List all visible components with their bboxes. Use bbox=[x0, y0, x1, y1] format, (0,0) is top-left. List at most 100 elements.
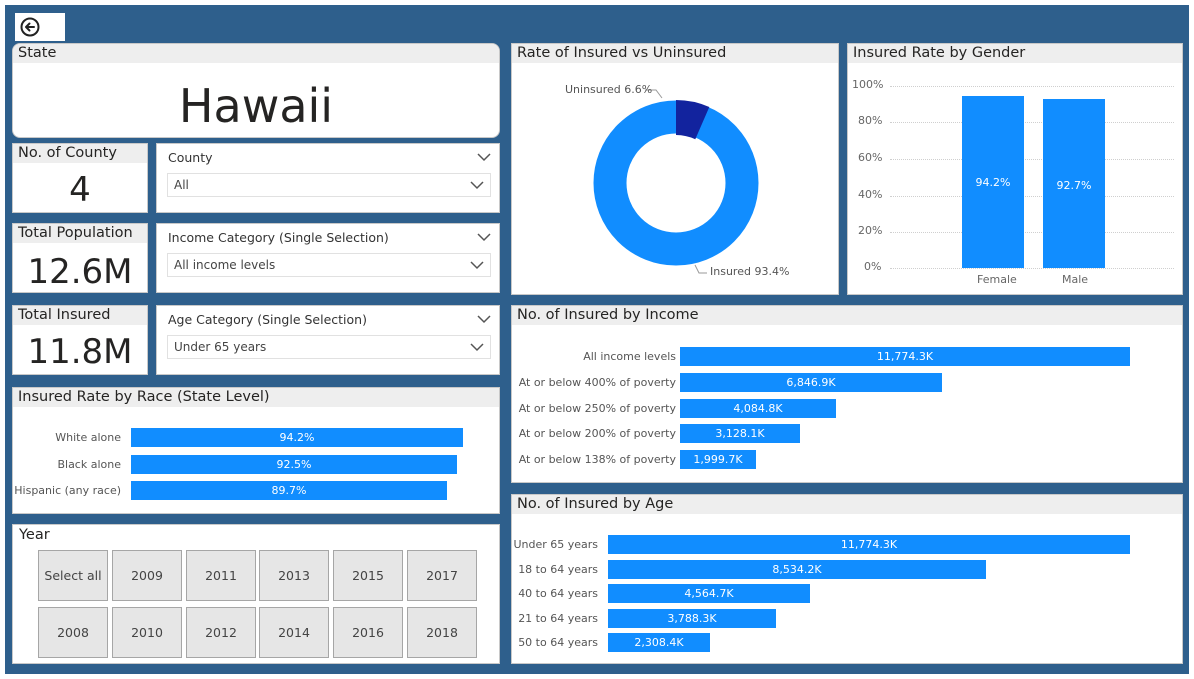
chevron-down-icon[interactable] bbox=[477, 314, 491, 324]
gridline bbox=[890, 122, 1174, 123]
income-bar[interactable]: 6,846.9K bbox=[680, 373, 942, 392]
race-bar[interactable]: 89.7% bbox=[131, 481, 447, 500]
total-insured-title: Total Insured bbox=[13, 306, 147, 325]
income-bar[interactable]: 1,999.7K bbox=[680, 450, 756, 469]
year-option[interactable]: 2012 bbox=[186, 607, 256, 658]
year-option[interactable]: 2016 bbox=[333, 607, 403, 658]
year-option[interactable]: 2017 bbox=[407, 550, 477, 601]
age-bar[interactable]: 3,788.3K bbox=[608, 609, 776, 628]
year-option[interactable]: 2018 bbox=[407, 607, 477, 658]
county-count-card: No. of County 4 bbox=[12, 143, 148, 213]
age-chart: No. of Insured by Age Under 65 years 11,… bbox=[511, 494, 1183, 664]
total-insured-card: Total Insured 11.8M bbox=[12, 305, 148, 375]
income-chart-title: No. of Insured by Income bbox=[512, 306, 1182, 325]
county-slicer-title: County bbox=[168, 149, 213, 165]
age-slicer-title: Age Category (Single Selection) bbox=[168, 311, 367, 327]
year-option[interactable]: 2010 bbox=[112, 607, 182, 658]
chevron-down-icon bbox=[470, 261, 484, 270]
y-tick-label: 100% bbox=[852, 78, 884, 91]
insured-data-label: Insured 93.4% bbox=[710, 265, 790, 278]
x-tick-label: Male bbox=[1062, 273, 1089, 286]
race-label: Black alone bbox=[57, 458, 121, 471]
y-tick-label: 80% bbox=[858, 114, 883, 127]
gender-bar-value-label: 92.7% bbox=[1056, 179, 1092, 192]
gender-chart-title: Insured Rate by Gender bbox=[848, 44, 1182, 63]
insured-leader-line bbox=[694, 264, 707, 274]
age-dropdown[interactable]: Under 65 years bbox=[167, 335, 491, 359]
race-bar[interactable]: 94.2% bbox=[131, 428, 463, 447]
race-chart-title: Insured Rate by Race (State Level) bbox=[13, 388, 499, 407]
gender-bar-male[interactable]: 92.7% bbox=[1043, 99, 1105, 268]
chevron-down-icon bbox=[470, 181, 484, 190]
year-select-all[interactable]: Select all bbox=[38, 550, 108, 601]
total-population-value: 12.6M bbox=[27, 252, 133, 292]
income-label: All income levels bbox=[583, 350, 676, 363]
gridline bbox=[890, 86, 1174, 87]
income-chart: No. of Insured by Income All income leve… bbox=[511, 305, 1183, 483]
y-tick-label: 20% bbox=[858, 224, 883, 237]
income-bar[interactable]: 3,128.1K bbox=[680, 424, 800, 443]
state-value: Hawaii bbox=[178, 79, 334, 133]
chevron-down-icon[interactable] bbox=[477, 232, 491, 242]
total-population-title: Total Population bbox=[13, 224, 147, 243]
total-insured-value: 11.8M bbox=[27, 332, 133, 372]
gridline bbox=[890, 268, 1174, 269]
year-option[interactable]: 2014 bbox=[259, 607, 329, 658]
donut-chart: Rate of Insured vs Uninsured Uninsured 6… bbox=[511, 43, 839, 295]
y-tick-label: 60% bbox=[858, 151, 883, 164]
donut-plot bbox=[593, 89, 759, 274]
age-label: 40 to 64 years bbox=[518, 587, 598, 600]
gridline bbox=[890, 159, 1174, 160]
uninsured-leader-line bbox=[645, 89, 663, 99]
county-count-value: 4 bbox=[69, 170, 91, 210]
year-slicer: Year Select all 2009 2011 2013 2015 2017… bbox=[12, 524, 500, 664]
year-option[interactable]: 2008 bbox=[38, 607, 108, 658]
income-slicer-header[interactable]: Income Category (Single Selection) bbox=[157, 226, 499, 248]
income-dropdown-value: All income levels bbox=[174, 258, 276, 272]
age-label: 50 to 64 years bbox=[518, 636, 598, 649]
x-tick-label: Female bbox=[977, 273, 1017, 286]
year-option[interactable]: 2015 bbox=[333, 550, 403, 601]
age-bar[interactable]: 2,308.4K bbox=[608, 633, 710, 652]
y-tick-label: 40% bbox=[858, 188, 883, 201]
report-canvas: State Hawaii No. of County 4 Total Popul… bbox=[5, 5, 1189, 674]
back-arrow-icon bbox=[20, 17, 40, 37]
gridline bbox=[890, 232, 1174, 233]
county-slicer-header[interactable]: County bbox=[157, 146, 499, 168]
age-bar[interactable]: 11,774.3K bbox=[608, 535, 1130, 554]
y-tick-label: 0% bbox=[864, 260, 882, 273]
income-dropdown[interactable]: All income levels bbox=[167, 253, 491, 277]
state-card-title: State bbox=[13, 44, 499, 63]
year-option[interactable]: 2009 bbox=[112, 550, 182, 601]
year-option[interactable]: 2011 bbox=[186, 550, 256, 601]
income-label: At or below 250% of poverty bbox=[518, 402, 676, 415]
county-dropdown[interactable]: All bbox=[167, 173, 491, 197]
race-bar[interactable]: 92.5% bbox=[131, 455, 457, 474]
gender-chart: Insured Rate by Gender 100% 80% 60% 40% … bbox=[847, 43, 1183, 295]
donut-chart-title: Rate of Insured vs Uninsured bbox=[512, 44, 838, 63]
chevron-down-icon[interactable] bbox=[477, 152, 491, 162]
race-chart-plot: White alone 94.2% Black alone 92.5% Hisp… bbox=[13, 388, 499, 513]
year-option[interactable]: 2013 bbox=[259, 550, 329, 601]
age-slicer: Age Category (Single Selection) Under 65… bbox=[156, 305, 500, 375]
income-label: At or below 400% of poverty bbox=[518, 376, 676, 389]
county-slicer: County All bbox=[156, 143, 500, 213]
chevron-down-icon bbox=[470, 343, 484, 352]
age-label: 18 to 64 years bbox=[518, 563, 598, 576]
back-button[interactable] bbox=[15, 13, 65, 41]
age-chart-title: No. of Insured by Age bbox=[512, 495, 1182, 514]
donut-slice-uninsured[interactable] bbox=[676, 100, 710, 140]
gender-bar-female[interactable]: 94.2% bbox=[962, 96, 1024, 268]
income-bar[interactable]: 4,084.8K bbox=[680, 399, 836, 418]
age-bar[interactable]: 8,534.2K bbox=[608, 560, 986, 579]
donut-slice-insured[interactable] bbox=[593, 100, 759, 266]
income-slicer: Income Category (Single Selection) All i… bbox=[156, 223, 500, 293]
gender-bar-value-label: 94.2% bbox=[975, 176, 1011, 189]
income-bar[interactable]: 11,774.3K bbox=[680, 347, 1130, 366]
age-bar[interactable]: 4,564.7K bbox=[608, 584, 810, 603]
state-card: State Hawaii bbox=[12, 43, 500, 138]
income-slicer-title: Income Category (Single Selection) bbox=[168, 229, 389, 245]
age-slicer-header[interactable]: Age Category (Single Selection) bbox=[157, 308, 499, 330]
age-label: Under 65 years bbox=[513, 538, 598, 551]
race-label: Hispanic (any race) bbox=[14, 484, 121, 497]
